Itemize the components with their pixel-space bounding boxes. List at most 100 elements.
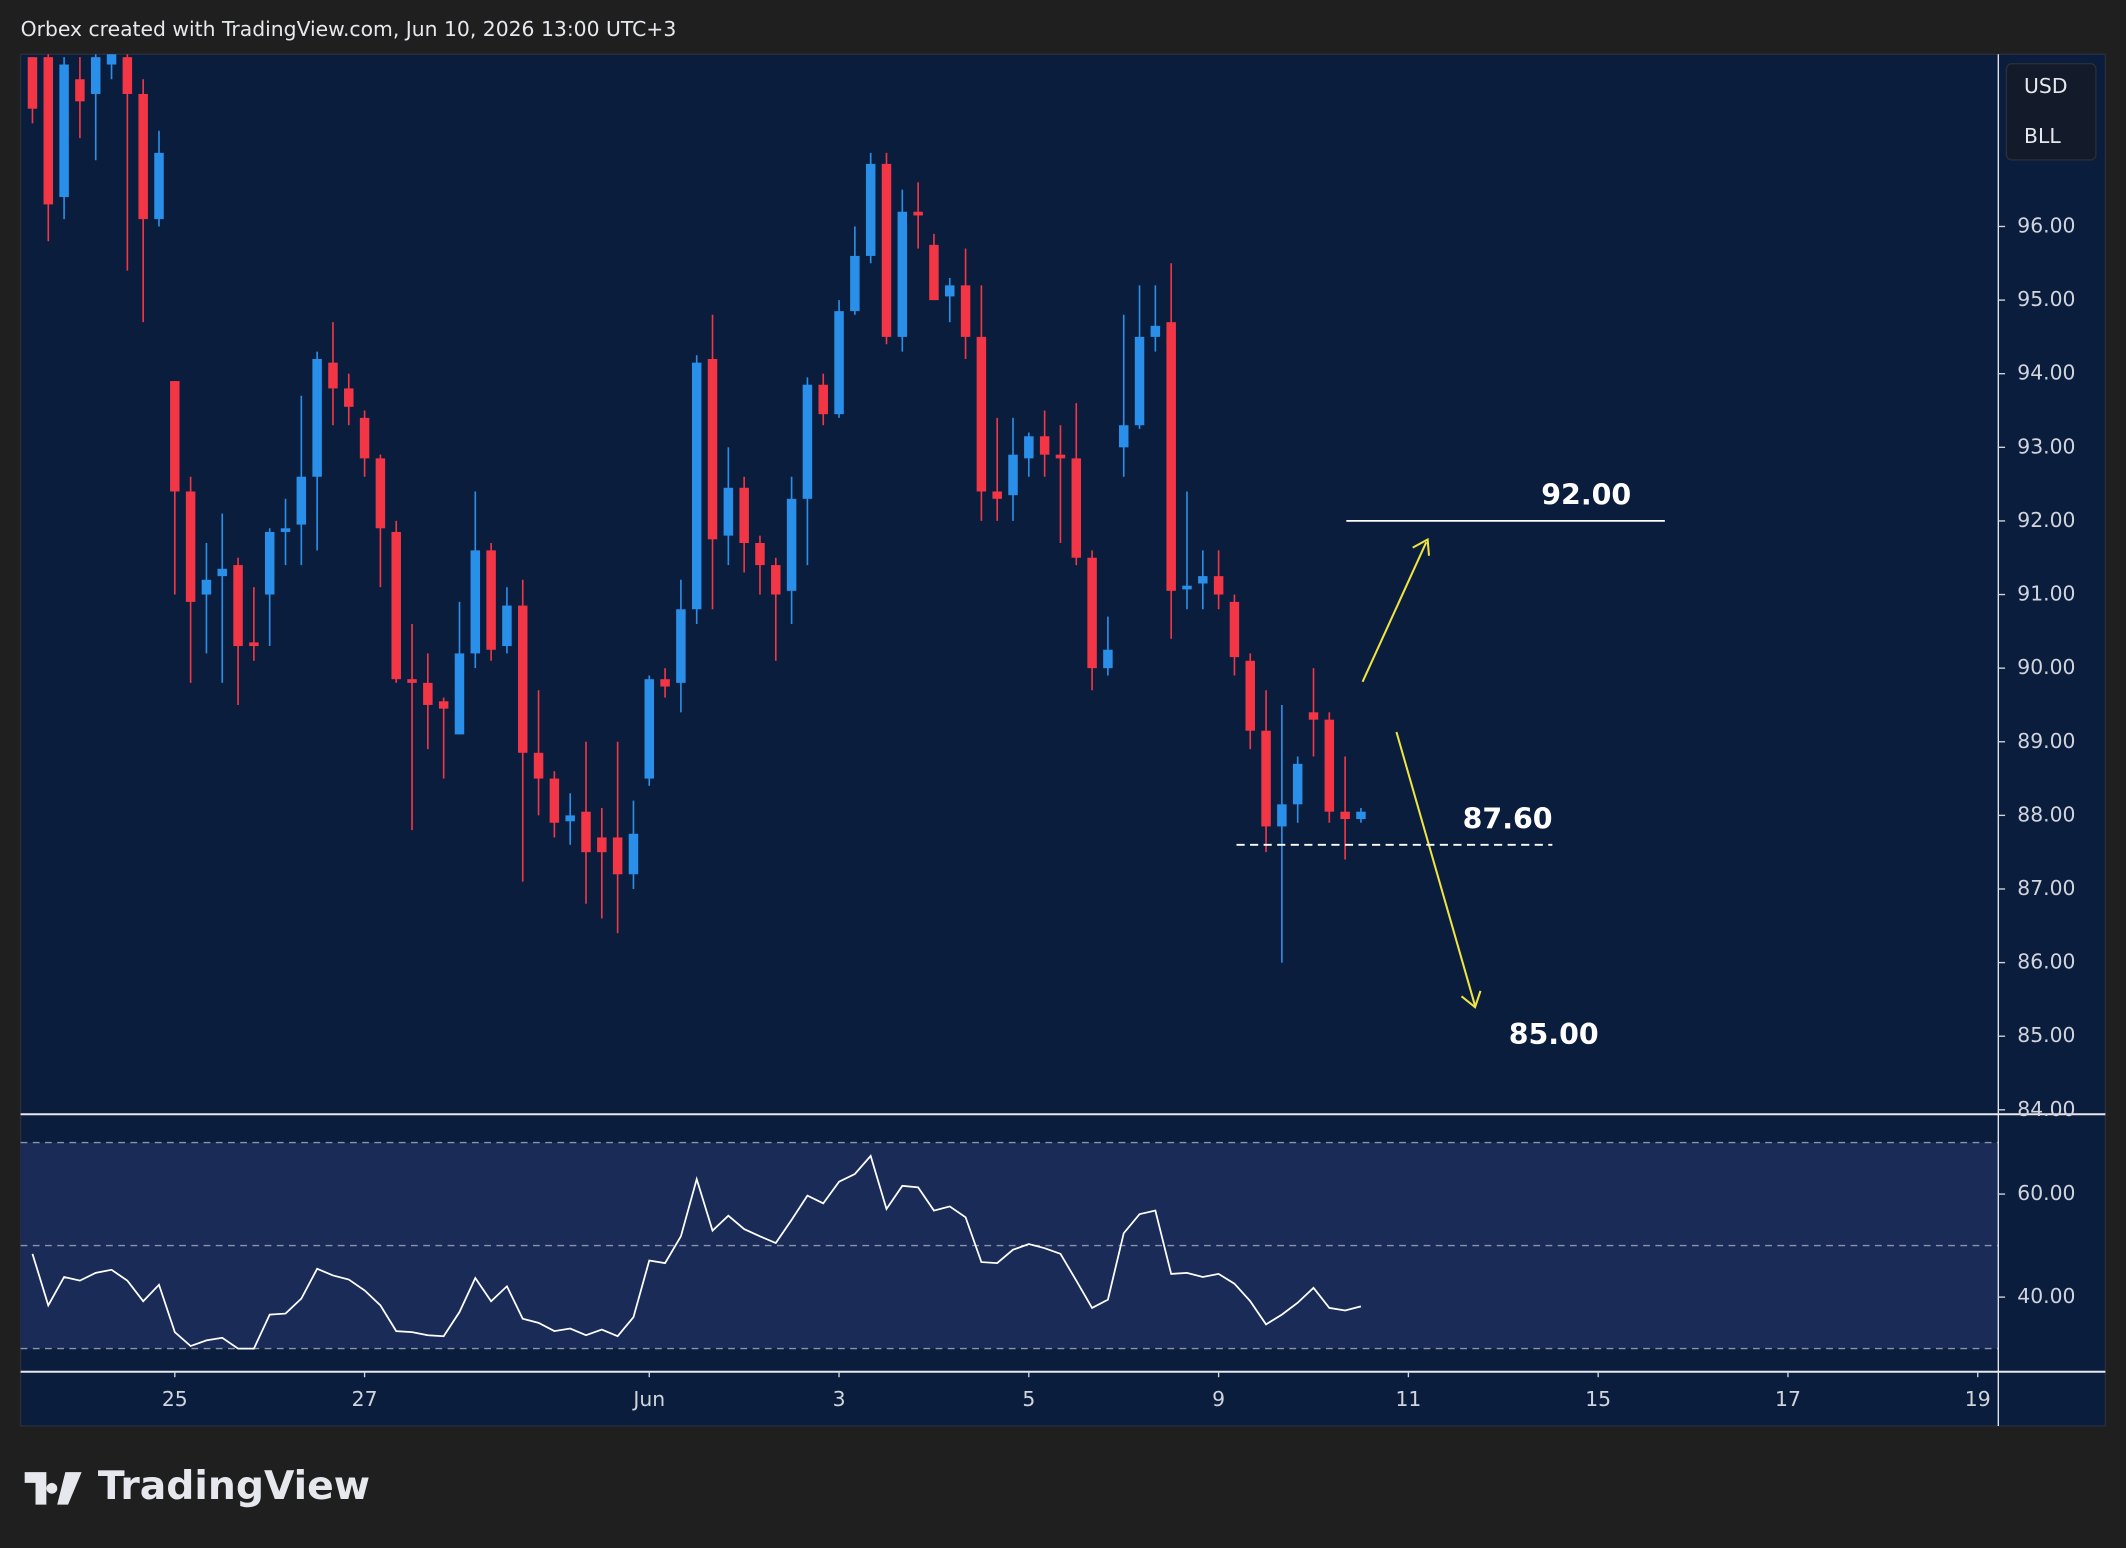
candle-body	[1340, 811, 1350, 820]
candle-body	[850, 255, 860, 312]
level-label: 92.00	[1541, 479, 1631, 512]
candle-body	[43, 57, 54, 205]
arrow-up	[1361, 541, 1428, 683]
x-tick-label: Jun	[631, 1387, 665, 1411]
candle-body	[723, 487, 734, 536]
candle-body	[233, 565, 243, 647]
candle-body	[865, 163, 876, 256]
candle-body	[470, 550, 481, 654]
y-tick-label: 88.00	[2017, 802, 2075, 826]
candle-body	[138, 93, 148, 220]
y-tick-label: 87.00	[2017, 876, 2075, 900]
logo-text: TradingView	[98, 1464, 370, 1509]
y-tick-label: 94.00	[2017, 361, 2075, 385]
y-tick-label: 90.00	[2017, 655, 2075, 679]
candle-body	[786, 498, 797, 591]
candle-body	[454, 653, 465, 735]
arrow-head	[1460, 990, 1482, 1009]
candle-body	[676, 609, 686, 683]
candle-body	[755, 543, 765, 566]
rsi-tick-label: 60.00	[2017, 1181, 2075, 1205]
candle-body	[1324, 719, 1335, 812]
candle-body	[296, 476, 307, 525]
candle-body	[581, 811, 591, 853]
candle-body	[897, 211, 908, 337]
candle-body	[185, 491, 196, 602]
candle-body	[122, 57, 133, 94]
candle-body	[881, 163, 892, 337]
candle-body	[1150, 325, 1161, 337]
y-tick-label: 84.00	[2017, 1097, 2075, 1121]
candle-body	[280, 528, 291, 532]
unit: BLL	[2024, 124, 2061, 148]
candle-body	[423, 682, 433, 705]
candle-body	[59, 64, 69, 198]
x-tick-label: 17	[1775, 1387, 1801, 1411]
candle-body	[549, 778, 560, 823]
candle-body	[533, 752, 544, 779]
candle-body	[106, 54, 117, 65]
scale-box[interactable]	[2005, 63, 2097, 161]
y-tick-label: 89.00	[2017, 729, 2075, 753]
x-tick-label: 27	[352, 1387, 378, 1411]
candle-body	[1039, 436, 1050, 455]
candle-body	[1008, 454, 1018, 496]
candle-body	[707, 358, 718, 540]
candle-body	[75, 79, 85, 102]
candle-body	[217, 568, 227, 577]
candle-body	[407, 679, 417, 683]
y-tick-label: 93.00	[2017, 434, 2075, 458]
candle-body	[945, 285, 955, 297]
candle-body	[1292, 763, 1303, 805]
y-tick-label: 95.00	[2017, 287, 2075, 311]
candle-body	[1024, 436, 1034, 459]
x-tick-label: 25	[162, 1387, 188, 1411]
candle-body	[628, 833, 639, 875]
logo-mark	[24, 1472, 82, 1505]
candle-body	[1356, 811, 1366, 820]
candle-body	[565, 815, 575, 822]
candle-body	[170, 381, 180, 492]
y-tick-label: 92.00	[2017, 508, 2075, 532]
currency: USD	[2024, 74, 2067, 98]
rsi-tick-label: 40.00	[2017, 1284, 2075, 1308]
candle-body	[27, 57, 38, 109]
candle-body	[739, 487, 749, 544]
candle-body	[359, 417, 370, 459]
y-tick-label: 96.00	[2017, 213, 2075, 237]
candle-body	[1229, 601, 1240, 658]
candle-body	[312, 358, 322, 477]
level-label: 85.00	[1509, 1018, 1599, 1051]
x-tick-label: 15	[1585, 1387, 1611, 1411]
candle-body	[438, 701, 449, 709]
candle-body	[691, 362, 702, 610]
y-tick-label: 86.00	[2017, 950, 2075, 974]
y-tick-label: 91.00	[2017, 582, 2075, 606]
candle-body	[771, 565, 781, 595]
candle-body	[1182, 585, 1192, 590]
rsi-pane	[20, 1141, 1999, 1350]
candle-body	[1103, 649, 1113, 669]
candle-body	[1055, 454, 1066, 459]
candle-body	[960, 285, 971, 337]
x-tick-label: 11	[1395, 1387, 1421, 1411]
candle-body	[201, 579, 212, 595]
candle-body	[154, 152, 164, 220]
x-tick-label: 19	[1965, 1387, 1991, 1411]
level-label: 87.60	[1463, 802, 1553, 835]
candle-body	[1213, 576, 1224, 595]
header: Orbex created with TradingView.com, Jun …	[21, 17, 677, 41]
candle-body	[90, 57, 101, 94]
candle-body	[1277, 804, 1287, 827]
y-tick-label: 85.00	[2017, 1023, 2075, 1047]
candle-body	[344, 388, 354, 407]
candle-body	[1261, 730, 1271, 827]
candle-body	[597, 837, 607, 853]
candle-body	[391, 531, 401, 680]
candle-body	[818, 384, 828, 415]
candle-body	[913, 211, 923, 216]
x-tick-label: 5	[1022, 1387, 1035, 1411]
candle-body	[929, 244, 939, 301]
candle-body	[1134, 336, 1145, 426]
